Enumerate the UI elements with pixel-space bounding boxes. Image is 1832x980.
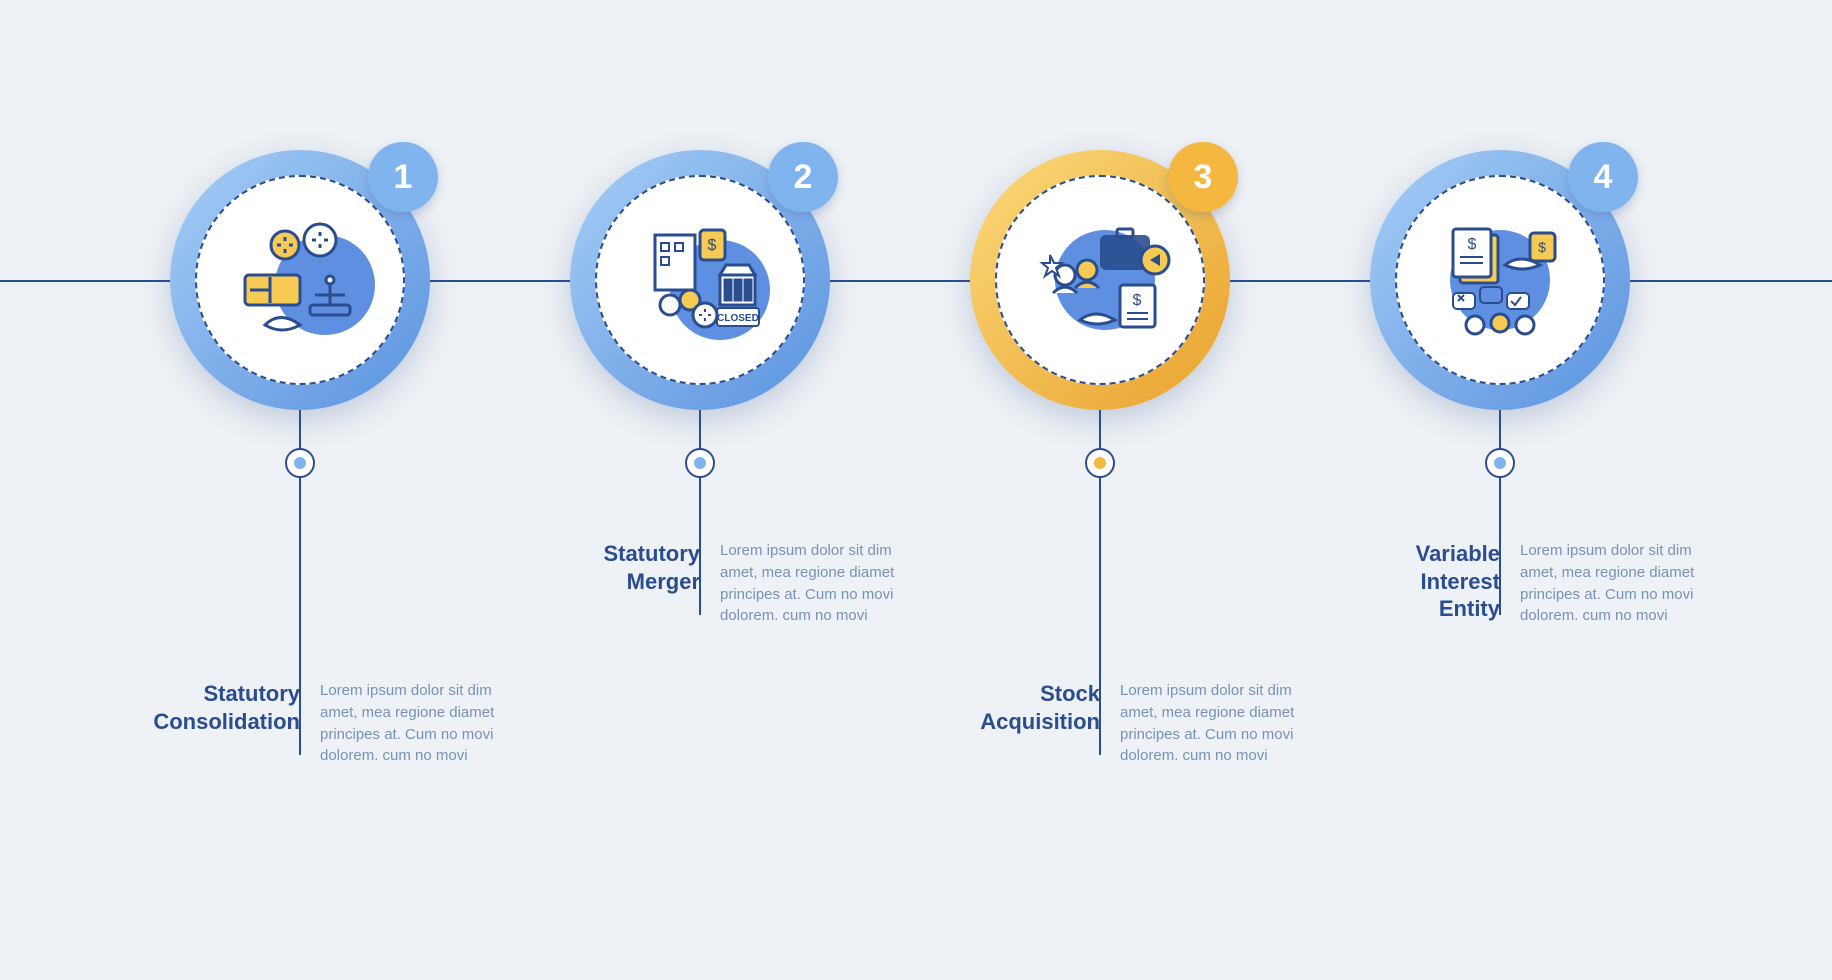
step-body: Lorem ipsum dolor sit dim amet, mea regi… (1520, 540, 1730, 627)
step-circle: $ 3 (970, 150, 1230, 410)
step-circle: $ CLOSED 2 (570, 150, 830, 410)
step-title: StatutoryConsolidation (150, 680, 300, 735)
step-number-badge: 4 (1568, 142, 1638, 212)
step-number: 3 (1194, 158, 1213, 197)
step-title: Variable InterestEntity (1350, 540, 1500, 623)
connector-dot (1485, 448, 1515, 478)
step-circle-inner: $ CLOSED (595, 175, 805, 385)
step-circle-inner (195, 175, 405, 385)
connector-dot (285, 448, 315, 478)
step-3: $ 3 StockAcquisition Lorem ipsum dolor s… (970, 150, 1400, 410)
svg-text:$: $ (1133, 292, 1142, 309)
step-circle: $ $ 4 (1370, 150, 1630, 410)
svg-text:$: $ (1538, 239, 1546, 255)
step-number-badge: 2 (768, 142, 838, 212)
consolidation-icon (225, 205, 375, 355)
step-number-badge: 1 (368, 142, 438, 212)
step-number-badge: 3 (1168, 142, 1238, 212)
step-body: Lorem ipsum dolor sit dim amet, mea regi… (1120, 680, 1330, 767)
step-title: StatutoryMerger (550, 540, 700, 595)
step-circle: 1 (170, 150, 430, 410)
step-circle-inner: $ $ (1395, 175, 1605, 385)
step-body: Lorem ipsum dolor sit dim amet, mea regi… (720, 540, 930, 627)
variable-interest-entity-icon: $ $ (1425, 205, 1575, 355)
connector-dot-inner (294, 457, 306, 469)
step-1: 1 StatutoryConsolidation Lorem ipsum dol… (170, 150, 600, 410)
connector-dot (685, 448, 715, 478)
step-body: Lorem ipsum dolor sit dim amet, mea regi… (320, 680, 530, 767)
connector-dot-inner (1094, 457, 1106, 469)
svg-text:$: $ (708, 237, 717, 254)
svg-text:$: $ (1468, 236, 1477, 253)
step-number: 4 (1594, 158, 1613, 197)
svg-text:CLOSED: CLOSED (717, 313, 759, 324)
step-circle-inner: $ (995, 175, 1205, 385)
connector-dot-inner (1494, 457, 1506, 469)
step-number: 1 (394, 158, 413, 197)
step-text: StockAcquisition Lorem ipsum dolor sit d… (950, 680, 1330, 767)
step-number: 2 (794, 158, 813, 197)
step-2: $ CLOSED 2 (570, 150, 1000, 410)
step-4: $ $ 4 Variable In (1370, 150, 1800, 410)
step-text: StatutoryConsolidation Lorem ipsum dolor… (150, 680, 530, 767)
connector-dot (1085, 448, 1115, 478)
step-text: Variable InterestEntity Lorem ipsum dolo… (1350, 540, 1730, 627)
merger-icon: $ CLOSED (625, 205, 775, 355)
step-text: StatutoryMerger Lorem ipsum dolor sit di… (550, 540, 930, 627)
step-title: StockAcquisition (950, 680, 1100, 735)
stock-acquisition-icon: $ (1025, 205, 1175, 355)
connector-dot-inner (694, 457, 706, 469)
